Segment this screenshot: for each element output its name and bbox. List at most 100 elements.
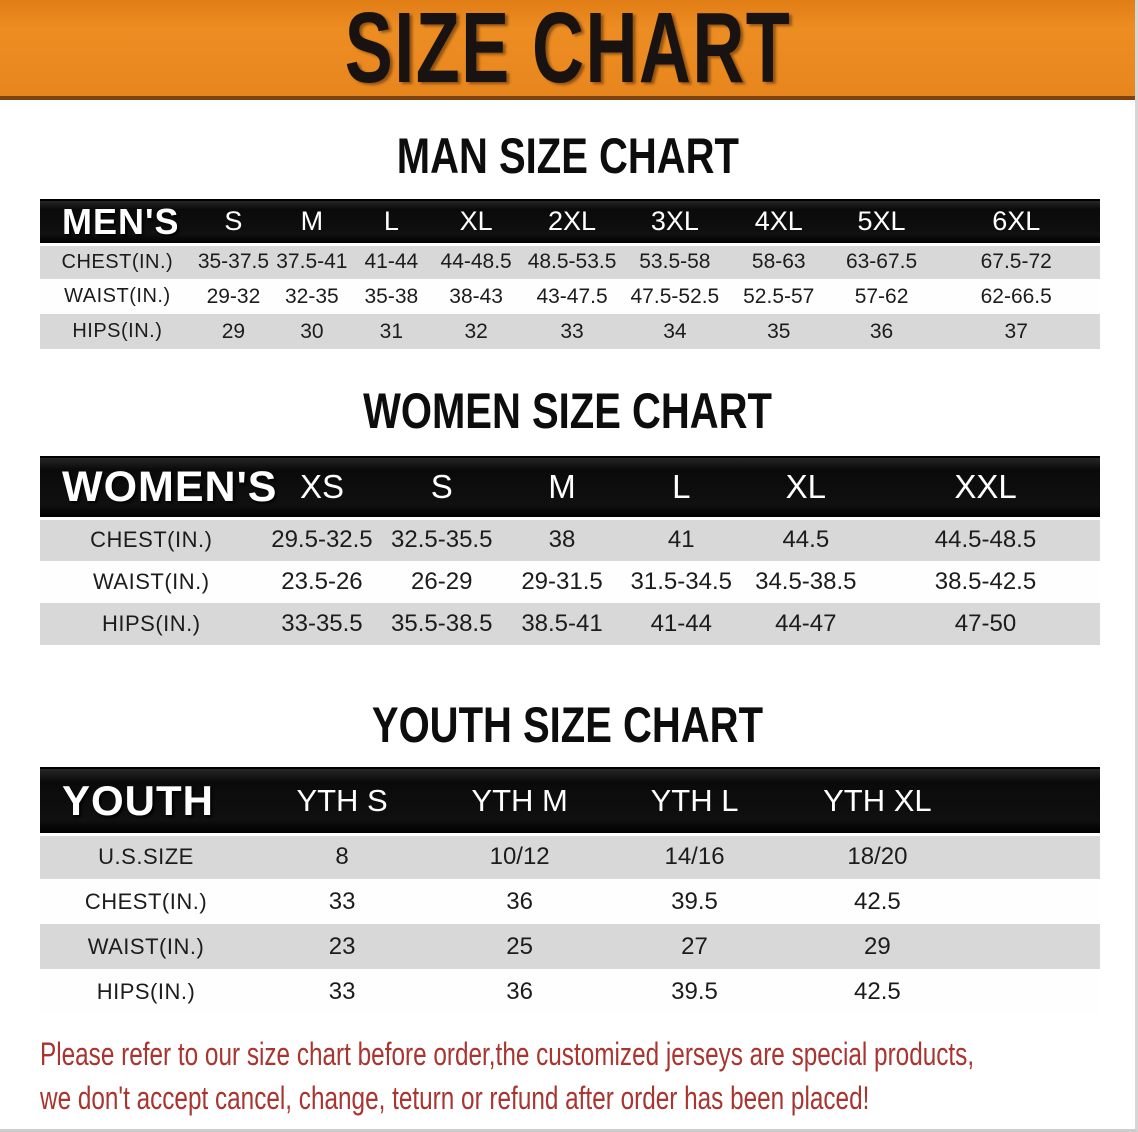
youth-size-value: 23 <box>252 924 433 969</box>
men-size-value: 30 <box>272 314 352 349</box>
men-table-row: HIPS(IN.) 29 30 31 32 33 34 35 36 37 <box>40 314 1100 349</box>
youth-size-table: YOUTH YTH S YTH M YTH L YTH XL U.S.SIZE 8 10/12… <box>40 767 1100 1014</box>
men-size-value: 58-63 <box>726 242 831 279</box>
notice-line-1: Please refer to our size chart before or… <box>40 1036 975 1072</box>
women-size-value: 47-50 <box>871 602 1100 645</box>
women-size-value: 31.5-34.5 <box>621 560 741 603</box>
men-row-label: WAIST(IN.) <box>40 279 195 314</box>
youth-row-label: WAIST(IN.) <box>40 924 252 969</box>
women-size-value: 44-47 <box>740 602 871 645</box>
youth-section: YOUTH SIZE CHART YOUTH YTH S YTH M YTH L YTH… <box>0 696 1135 1014</box>
youth-size-value: 25 <box>432 924 608 969</box>
men-size-header: M <box>272 198 352 245</box>
women-size-value: 29.5-32.5 <box>262 517 382 561</box>
women-row-label: HIPS(IN.) <box>40 602 263 645</box>
men-size-value: 37 <box>932 314 1100 349</box>
men-table-row: WAIST(IN.) 29-32 32-35 35-38 38-43 43-47.5 47.… <box>40 279 1100 314</box>
men-size-value: 43-47.5 <box>521 279 623 314</box>
youth-row-label: U.S.SIZE <box>40 832 252 879</box>
youth-table-row: HIPS(IN.) 33 36 39.5 42.5 <box>40 969 1100 1014</box>
men-size-header: L <box>351 198 432 245</box>
women-size-value: 41-44 <box>621 602 741 645</box>
men-size-value: 38-43 <box>431 279 522 314</box>
men-size-header: XL <box>431 198 522 245</box>
women-size-header: XS <box>262 455 382 520</box>
youth-row-label: HIPS(IN.) <box>40 969 252 1014</box>
men-section: MAN SIZE CHART MEN'S S M L XL 2XL 3XL 4XL 5XL 6XL… <box>0 130 1135 349</box>
youth-size-value: 8 <box>252 832 433 879</box>
women-section-title: WOMEN SIZE CHART <box>363 383 772 439</box>
women-table-row: CHEST(IN.) 29.5-32.5 32.5-35.5 38 41 44.5 44.5… <box>40 517 1100 561</box>
women-header-row: WOMEN'S XS S M L XL XXL <box>40 455 1100 520</box>
men-size-value: 32-35 <box>272 279 352 314</box>
women-size-table: WOMEN'S XS S M L XL XXL CHEST(IN.) 29.5-32.5 32.5… <box>40 455 1100 645</box>
women-row-label: WAIST(IN.) <box>40 560 263 603</box>
men-size-value: 41-44 <box>351 242 432 279</box>
men-section-title-wrap: MAN SIZE CHART <box>0 130 1135 183</box>
men-size-value: 47.5-52.5 <box>622 279 727 314</box>
youth-section-title-wrap: YOUTH SIZE CHART <box>0 696 1135 753</box>
women-size-header: L <box>621 455 741 520</box>
men-row-label: HIPS(IN.) <box>40 314 195 349</box>
women-size-value: 32.5-35.5 <box>381 517 503 561</box>
women-size-value: 41 <box>621 517 741 561</box>
men-size-value: 53.5-58 <box>622 242 727 279</box>
men-size-value: 63-67.5 <box>830 242 933 279</box>
men-size-value: 31 <box>351 314 432 349</box>
youth-size-value: 33 <box>252 969 433 1014</box>
women-size-value: 44.5-48.5 <box>871 517 1100 561</box>
youth-table-row: CHEST(IN.) 33 36 39.5 42.5 <box>40 879 1100 924</box>
men-size-header: 2XL <box>521 198 623 245</box>
men-size-value: 32 <box>431 314 522 349</box>
women-section: WOMEN SIZE CHART WOMEN'S XS S M L XL XXL CHEST(… <box>0 385 1135 645</box>
youth-size-value: 36 <box>432 879 608 924</box>
men-size-value: 29 <box>194 314 273 349</box>
youth-size-value: 33 <box>252 879 433 924</box>
notice-line-2: we don't accept cancel, change, teturn o… <box>40 1080 870 1117</box>
women-table-row: HIPS(IN.) 33-35.5 35.5-38.5 38.5-41 41-44 44-… <box>40 602 1100 645</box>
women-row-label: CHEST(IN.) <box>40 517 263 561</box>
youth-size-header: YTH L <box>607 767 782 835</box>
men-size-value: 37.5-41 <box>272 242 352 279</box>
men-table-row: CHEST(IN.) 35-37.5 37.5-41 41-44 44-48.5 48.5… <box>40 242 1100 279</box>
men-size-header: 5XL <box>830 198 933 245</box>
men-size-value: 35 <box>726 314 831 349</box>
men-row-label: CHEST(IN.) <box>40 242 195 279</box>
men-size-value: 44-48.5 <box>431 242 522 279</box>
men-size-header: 6XL <box>932 198 1100 245</box>
men-size-value: 62-66.5 <box>932 279 1100 314</box>
women-size-header: S <box>381 455 503 520</box>
women-table-row: WAIST(IN.) 23.5-26 26-29 29-31.5 31.5-34.5 34… <box>40 560 1100 603</box>
youth-size-value: 39.5 <box>607 879 782 924</box>
women-size-header: XL <box>740 455 871 520</box>
youth-size-value: 29 <box>781 924 1100 969</box>
women-size-value: 38.5-41 <box>502 602 622 645</box>
youth-size-header: YTH XL <box>781 767 1100 835</box>
women-section-title-wrap: WOMEN SIZE CHART <box>0 385 1135 438</box>
women-size-value: 44.5 <box>740 517 871 561</box>
women-size-value: 35.5-38.5 <box>381 602 503 645</box>
men-corner-label: MEN'S <box>40 198 195 245</box>
youth-table-row: WAIST(IN.) 23 25 27 29 <box>40 924 1100 969</box>
men-size-header: 3XL <box>622 198 727 245</box>
youth-size-value: 18/20 <box>781 832 1100 879</box>
women-size-value: 26-29 <box>381 560 503 603</box>
youth-table-row: U.S.SIZE 8 10/12 14/16 18/20 <box>40 832 1100 879</box>
men-size-value: 67.5-72 <box>932 242 1100 279</box>
women-size-value: 23.5-26 <box>262 560 382 603</box>
men-size-value: 35-38 <box>351 279 432 314</box>
men-section-title: MAN SIZE CHART <box>396 128 739 184</box>
order-notice: Please refer to our size chart before or… <box>40 1032 1135 1120</box>
men-size-table: MEN'S S M L XL 2XL 3XL 4XL 5XL 6XL CHEST(IN.) 35-37… <box>40 198 1100 349</box>
youth-size-header: YTH M <box>432 767 608 835</box>
women-size-value: 33-35.5 <box>262 602 382 645</box>
youth-section-title: YOUTH SIZE CHART <box>371 696 764 753</box>
men-size-value: 52.5-57 <box>726 279 831 314</box>
men-size-value: 36 <box>830 314 933 349</box>
youth-size-value: 42.5 <box>781 879 1100 924</box>
youth-header-row: YOUTH YTH S YTH M YTH L YTH XL <box>40 767 1100 835</box>
youth-size-value: 10/12 <box>432 832 608 879</box>
men-header-row: MEN'S S M L XL 2XL 3XL 4XL 5XL 6XL <box>40 198 1100 245</box>
youth-corner-label: YOUTH <box>40 767 252 835</box>
men-size-value: 33 <box>521 314 623 349</box>
